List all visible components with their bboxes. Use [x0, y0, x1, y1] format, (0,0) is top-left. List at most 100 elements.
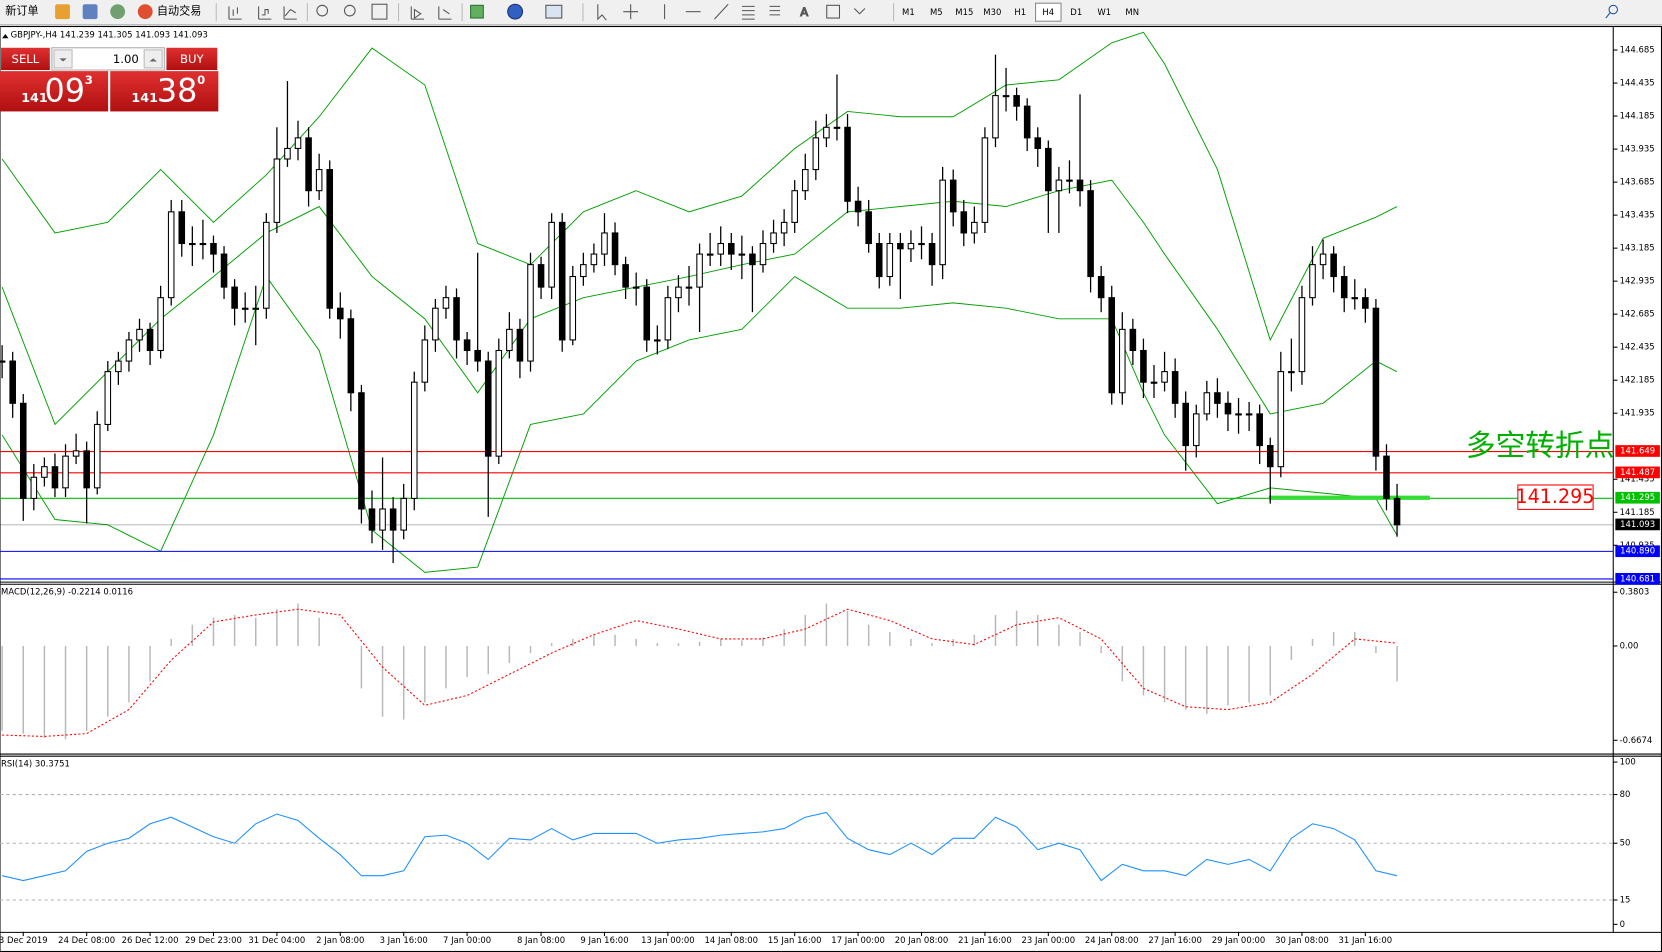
- candle-body: [886, 242, 894, 278]
- candle-body: [389, 508, 397, 531]
- x-tick-label: 29 Dec 23:00: [185, 935, 242, 945]
- bid-box[interactable]: [0, 71, 109, 112]
- candle-body: [453, 297, 460, 341]
- candle-body: [801, 169, 809, 192]
- timeframe-button[interactable]: M5: [930, 7, 943, 17]
- y-tick-label: 143.185: [1620, 243, 1655, 253]
- x-tick-label: 23 Jan 00:00: [1022, 935, 1076, 945]
- candle-body: [1235, 413, 1242, 416]
- panel-title: MACD(12,26,9) -0.2214 0.0116: [1, 587, 133, 597]
- icon[interactable]: [55, 4, 70, 20]
- candle-body: [558, 221, 566, 341]
- buy-label[interactable]: BUY: [180, 52, 205, 66]
- candle-body: [949, 179, 957, 213]
- candle-body: [791, 190, 798, 223]
- candle-body: [611, 232, 619, 266]
- new-order-label[interactable]: 新订单: [5, 4, 38, 18]
- timeframe-button[interactable]: D1: [1070, 7, 1082, 17]
- ask-point: 0: [197, 73, 205, 87]
- lot-value[interactable]: 1.00: [113, 52, 139, 66]
- timeframe-button[interactable]: MN: [1125, 7, 1139, 17]
- buy-button[interactable]: [166, 47, 218, 71]
- icon[interactable]: [137, 4, 153, 20]
- level-label: 141.487: [1620, 467, 1655, 477]
- candle-body: [432, 307, 439, 341]
- candle-body: [548, 221, 555, 288]
- candle-body: [241, 307, 249, 310]
- candle-body: [400, 497, 407, 531]
- candle-body: [1224, 402, 1232, 415]
- timeframe-button[interactable]: M30: [983, 7, 1001, 17]
- candle-body: [178, 211, 186, 245]
- lot-field[interactable]: [51, 47, 165, 71]
- icon[interactable]: [110, 4, 126, 20]
- candle-body: [9, 360, 16, 404]
- candle-body: [590, 253, 598, 266]
- candle-body: [115, 360, 122, 373]
- candle-body: [1340, 276, 1348, 299]
- auto-trading-label[interactable]: 自动交易: [157, 4, 201, 18]
- candle-body: [1055, 179, 1063, 192]
- candle-body: [1330, 253, 1337, 278]
- candle-body: [1002, 95, 1010, 98]
- candle-body: [960, 211, 968, 234]
- candle-body: [865, 211, 872, 245]
- candle-body: [1182, 402, 1189, 447]
- y-tick-label: 100: [1620, 757, 1636, 767]
- x-tick-label: 9 Jan 16:00: [580, 935, 628, 945]
- candle-body: [875, 242, 883, 278]
- ask-box[interactable]: [110, 71, 219, 112]
- candle-body: [315, 169, 323, 192]
- panel-title: RSI(14) 30.3751: [1, 759, 70, 769]
- timeframe-button[interactable]: M1: [902, 7, 915, 17]
- timeframe-button[interactable]: H1: [1014, 7, 1026, 17]
- y-tick-label: -0.6674: [1620, 735, 1653, 745]
- candle-body: [1288, 371, 1295, 374]
- candle-body: [421, 339, 429, 383]
- annotation-text: 多空转折点: [1466, 428, 1614, 463]
- level-label-box: [1615, 491, 1660, 504]
- x-tick-label: 21 Jan 16:00: [958, 935, 1012, 945]
- candle-body: [1119, 328, 1126, 394]
- x-tick-label: 13 Jan 00:00: [641, 935, 695, 945]
- candle-body: [1277, 371, 1285, 468]
- candle-body: [1383, 455, 1390, 499]
- level-label-box: [1615, 545, 1660, 558]
- candle-body: [51, 466, 59, 489]
- y-tick-label: 144.185: [1620, 111, 1655, 121]
- sell-button[interactable]: [1, 47, 50, 71]
- candle-body: [19, 402, 27, 499]
- candle-body: [83, 450, 90, 489]
- candle-body: [442, 297, 450, 309]
- bid-pips: 09: [45, 71, 85, 109]
- sell-label[interactable]: SELL: [12, 52, 40, 66]
- candle-body: [326, 169, 334, 309]
- candle-body: [770, 232, 777, 245]
- candle-body: [696, 253, 703, 288]
- timeframe-button[interactable]: W1: [1097, 7, 1111, 17]
- y-tick-label: 80: [1620, 789, 1631, 799]
- candle-body: [854, 200, 862, 213]
- candle-body: [939, 179, 946, 266]
- candle-body: [30, 476, 38, 499]
- timeframe-button[interactable]: H4: [1042, 7, 1054, 17]
- bid-point: 3: [85, 73, 93, 87]
- candle-body: [1266, 445, 1274, 468]
- collapse-arrow[interactable]: [2, 33, 9, 39]
- x-tick-label: 20 Jan 08:00: [895, 935, 949, 945]
- candle-body: [1319, 253, 1327, 266]
- candle-body: [601, 232, 608, 255]
- candle-body: [759, 242, 767, 266]
- icon[interactable]: [82, 4, 98, 20]
- candle-body: [189, 242, 196, 246]
- candle-body: [220, 253, 228, 288]
- candle-body: [632, 286, 640, 289]
- x-tick-label: 3 Jan 16:00: [380, 935, 428, 945]
- x-tick-label: 31 Jan 16:00: [1339, 935, 1393, 945]
- timeframe-button[interactable]: M15: [955, 7, 973, 17]
- new-order-button[interactable]: 新订单: [5, 4, 38, 18]
- x-tick-label: 24 Jan 08:00: [1085, 935, 1139, 945]
- candle-body: [263, 221, 270, 309]
